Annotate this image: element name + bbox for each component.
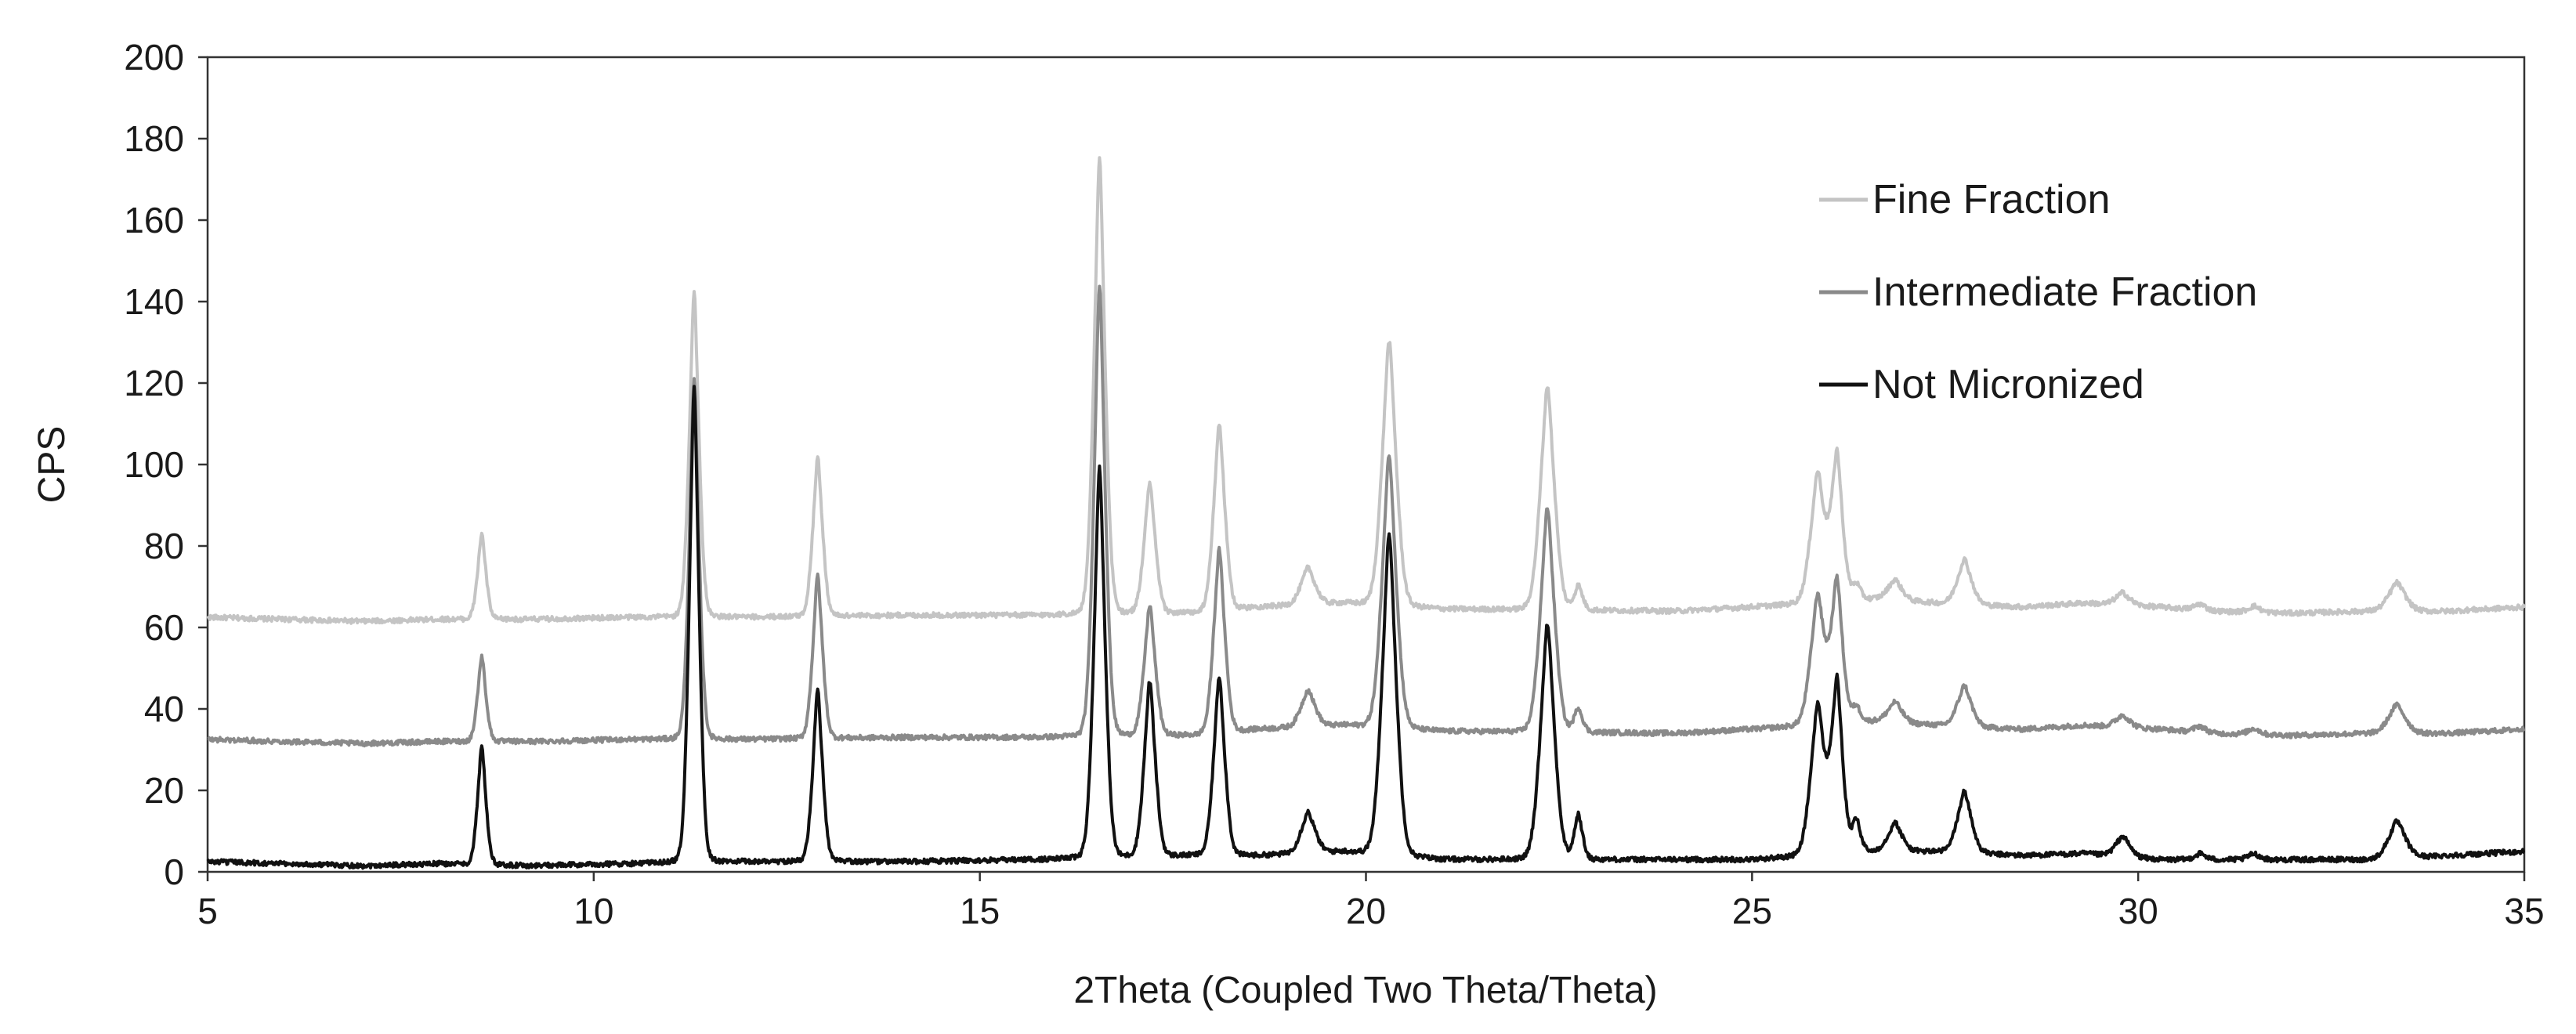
x-axis-title: 2Theta (Coupled Two Theta/Theta) (1073, 970, 1657, 1011)
x-tick-label: 10 (573, 891, 613, 931)
y-tick-label: 120 (124, 363, 184, 403)
legend-label: Intermediate Fraction (1872, 269, 2257, 315)
y-axis-title: CPS (31, 426, 73, 504)
y-tick-label: 20 (144, 770, 184, 811)
legend-label: Not Micronized (1872, 362, 2144, 407)
y-tick-label: 60 (144, 607, 184, 648)
x-tick-label: 20 (1346, 891, 1386, 931)
x-tick-label: 30 (2118, 891, 2158, 931)
legend-label: Fine Fraction (1872, 177, 2110, 222)
y-tick-label: 140 (124, 281, 184, 322)
series-line-fine-fraction (206, 156, 2526, 625)
y-axis: 0 20 40 60 80 100 120 140 160 180 200 (124, 37, 208, 892)
y-tick-label: 80 (144, 526, 184, 566)
series-line-intermediate-fraction (207, 284, 2526, 748)
y-tick-label: 100 (124, 444, 184, 485)
series-line-not-micronized (206, 385, 2526, 870)
y-tick-label: 200 (124, 37, 184, 78)
y-tick-label: 40 (144, 689, 184, 729)
x-tick-label: 15 (960, 891, 1000, 931)
y-tick-label: 160 (124, 200, 184, 240)
y-tick-label: 180 (124, 118, 184, 159)
x-tick-label: 5 (197, 891, 218, 931)
x-tick-label: 25 (1732, 891, 1772, 931)
x-axis: 5 10 15 20 25 30 35 (197, 872, 2545, 931)
x-tick-label: 35 (2504, 891, 2544, 931)
series-layer (206, 156, 2526, 870)
legend: Fine Fraction Intermediate Fraction Not Mi… (1819, 177, 2257, 407)
y-tick-label: 0 (164, 851, 184, 892)
